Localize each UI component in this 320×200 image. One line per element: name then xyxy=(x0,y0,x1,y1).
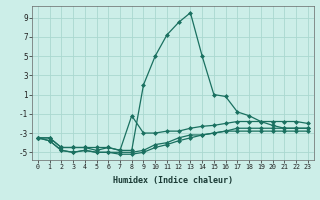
X-axis label: Humidex (Indice chaleur): Humidex (Indice chaleur) xyxy=(113,176,233,185)
